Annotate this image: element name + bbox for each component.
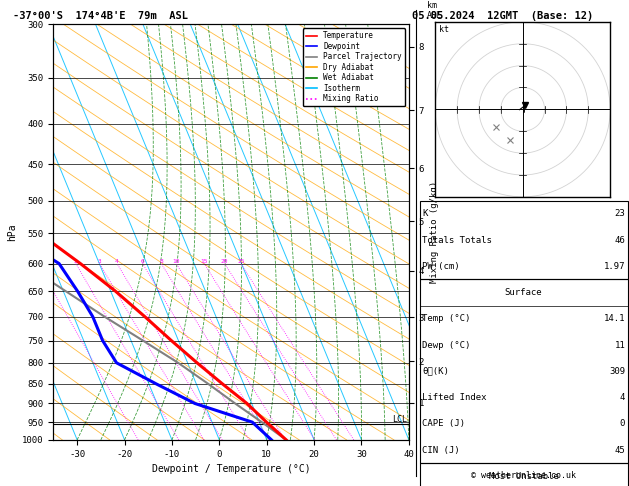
Text: 6: 6 (141, 259, 145, 263)
Text: θᴘ(K): θᴘ(K) (422, 367, 449, 376)
Text: Most Unstable: Most Unstable (489, 472, 559, 481)
Text: 20: 20 (221, 259, 228, 263)
Text: 4: 4 (620, 393, 625, 402)
Text: 15: 15 (201, 259, 208, 263)
Text: 14.1: 14.1 (604, 314, 625, 323)
Text: K: K (422, 209, 428, 218)
Text: 45: 45 (615, 446, 625, 454)
Text: LCL: LCL (392, 415, 408, 424)
Text: Lifted Index: Lifted Index (422, 393, 487, 402)
X-axis label: Dewpoint / Temperature (°C): Dewpoint / Temperature (°C) (152, 464, 311, 474)
Y-axis label: hPa: hPa (7, 223, 17, 241)
Text: 8: 8 (159, 259, 163, 263)
Text: kt: kt (438, 25, 448, 35)
Text: 2: 2 (74, 259, 78, 263)
Text: 11: 11 (615, 341, 625, 349)
Text: 05.05.2024  12GMT  (Base: 12): 05.05.2024 12GMT (Base: 12) (412, 11, 593, 21)
Text: 25: 25 (237, 259, 245, 263)
Text: 0: 0 (620, 419, 625, 428)
Text: 4: 4 (115, 259, 119, 263)
Text: Totals Totals: Totals Totals (422, 236, 492, 244)
Text: CIN (J): CIN (J) (422, 446, 460, 454)
Text: Dewp (°C): Dewp (°C) (422, 341, 470, 349)
Text: km
ASL: km ASL (426, 1, 442, 20)
Text: 10: 10 (172, 259, 180, 263)
Text: -37°00'S  174°4B'E  79m  ASL: -37°00'S 174°4B'E 79m ASL (13, 11, 187, 21)
Text: 3: 3 (97, 259, 101, 263)
Text: PW (cm): PW (cm) (422, 262, 460, 271)
Y-axis label: Mixing Ratio (g/kg): Mixing Ratio (g/kg) (430, 181, 438, 283)
Text: Temp (°C): Temp (°C) (422, 314, 470, 323)
Text: 23: 23 (615, 209, 625, 218)
Text: Surface: Surface (505, 288, 542, 297)
Text: CAPE (J): CAPE (J) (422, 419, 465, 428)
Text: 309: 309 (609, 367, 625, 376)
Legend: Temperature, Dewpoint, Parcel Trajectory, Dry Adiabat, Wet Adiabat, Isotherm, Mi: Temperature, Dewpoint, Parcel Trajectory… (303, 28, 405, 106)
Text: 1.97: 1.97 (604, 262, 625, 271)
Text: 46: 46 (615, 236, 625, 244)
Text: © weatheronline.co.uk: © weatheronline.co.uk (471, 471, 576, 480)
